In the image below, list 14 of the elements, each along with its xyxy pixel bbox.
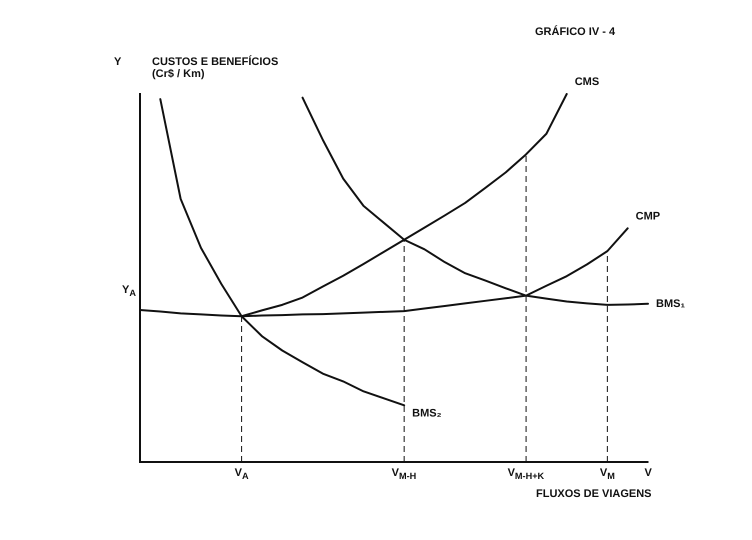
y-axis-title: Y xyxy=(114,56,122,68)
series-label: CMS xyxy=(574,76,600,88)
series-label: BMS₂ xyxy=(412,407,442,420)
x-tick-label: V xyxy=(644,467,652,480)
x-tick-label: V$_{M-H+K}$ xyxy=(508,467,544,482)
x-axis-title: FLUXOS DE VIAGENS xyxy=(536,488,652,500)
chart-title: GRÁFICO IV - 4 xyxy=(535,26,616,38)
chart-subtitle: CUSTOS E BENEFÍCIOS (Cr$ / Km) xyxy=(152,56,280,80)
x-tick-label: V$_{M-H}$ xyxy=(392,467,416,482)
series-label: BMS₁ xyxy=(656,298,686,310)
x-tick-label: V$_{A}$ xyxy=(234,467,249,482)
x-tick-label: V$_{M}$ xyxy=(600,467,615,482)
text: Y$_{A}$ xyxy=(122,284,136,298)
series-label: CMP xyxy=(636,210,660,222)
